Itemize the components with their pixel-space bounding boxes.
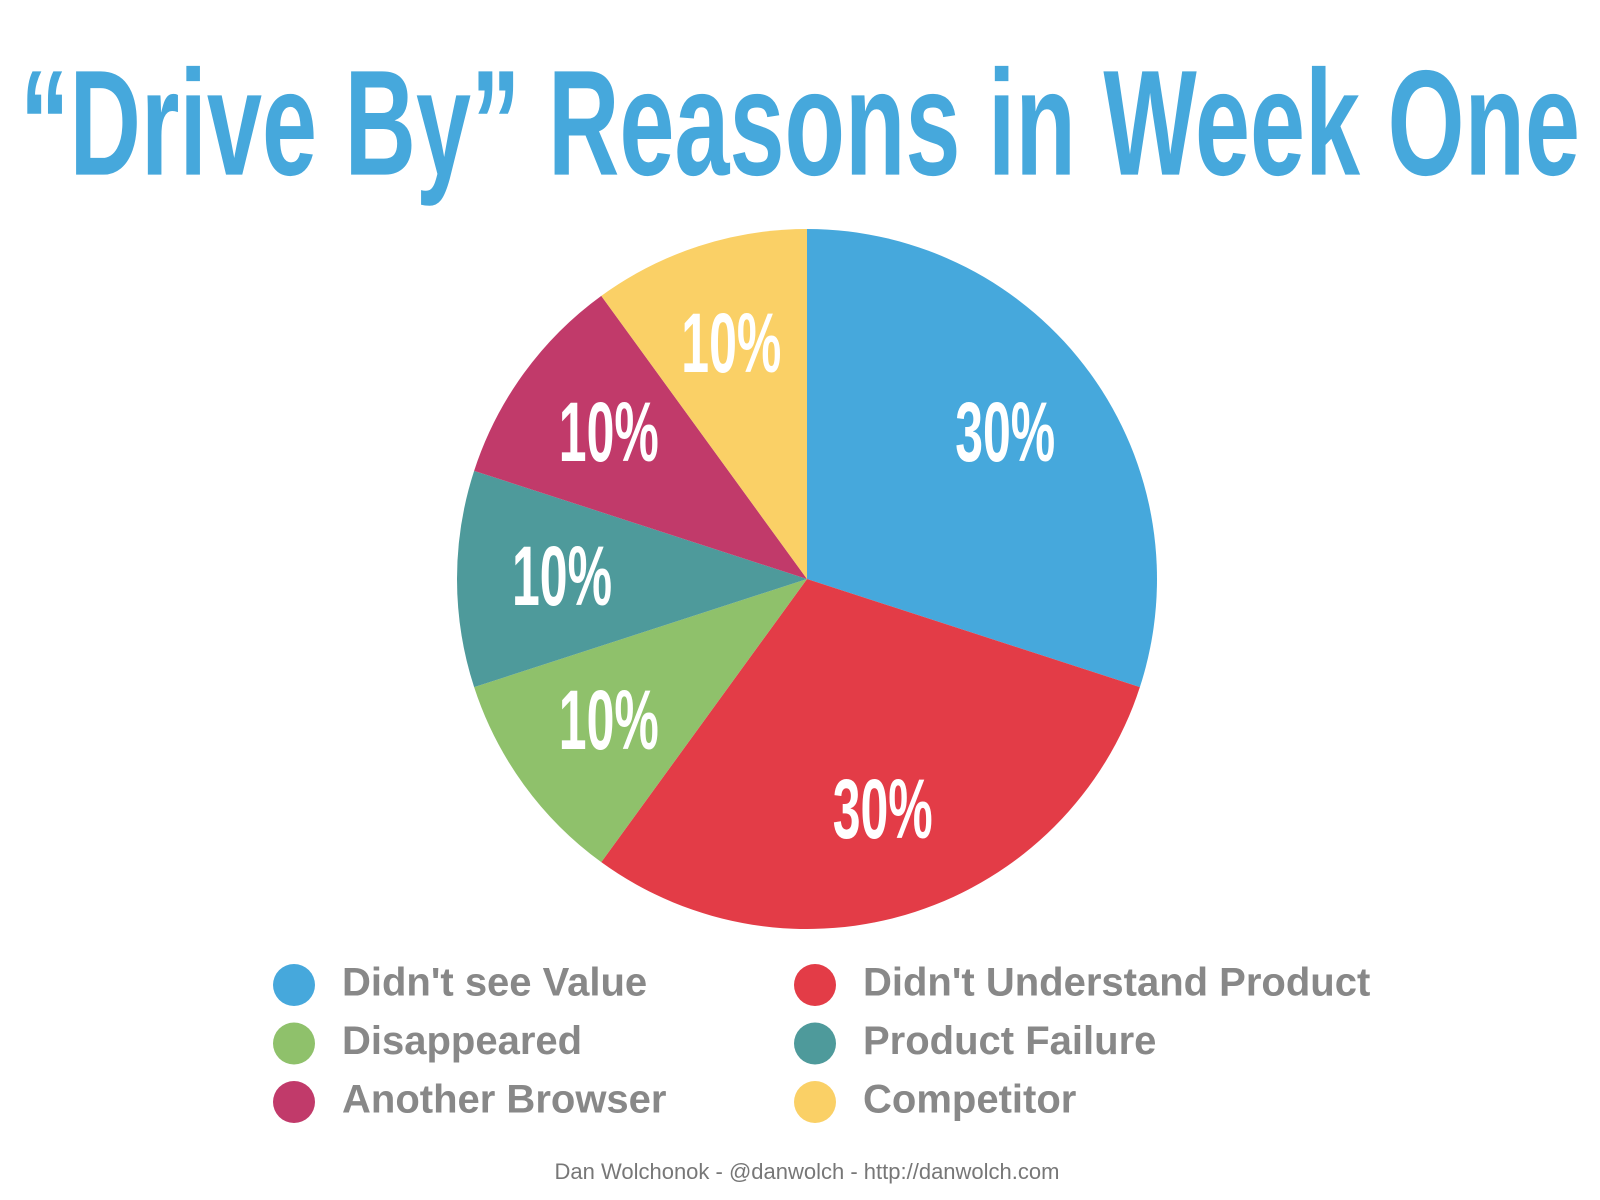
legend-marker <box>794 1081 836 1123</box>
slice-label: 30% <box>833 762 933 856</box>
slice-label: 10% <box>512 529 612 623</box>
slice-label: 10% <box>681 296 781 390</box>
pie-slice <box>457 470 807 688</box>
credit: Dan Wolchonok - @danwolch - http://danwo… <box>555 1159 1060 1184</box>
legend-label: Didn't see Value <box>342 961 647 1005</box>
legend-label: Disappeared <box>342 1019 582 1063</box>
chart-title: “Drive By” Reasons in Week One <box>20 39 1580 207</box>
legend-marker <box>794 964 836 1006</box>
pie-slice <box>601 229 807 579</box>
legend-label: Another Browser <box>342 1078 667 1122</box>
legend-marker <box>273 1022 315 1065</box>
legend-marker <box>273 1081 315 1123</box>
pie-slice <box>601 579 1140 929</box>
slice-label: 30% <box>955 385 1055 479</box>
legend-label: Didn't Understand Product <box>863 961 1370 1005</box>
pie-slice <box>474 579 807 863</box>
pie-slice <box>474 295 807 579</box>
legend-marker <box>273 964 315 1006</box>
legend-marker <box>794 1022 836 1065</box>
slice-label: 10% <box>559 673 659 767</box>
legend-label: Product Failure <box>863 1019 1156 1063</box>
slice-label: 10% <box>559 385 659 479</box>
legend-label: Competitor <box>863 1078 1076 1122</box>
pie-slice <box>807 229 1157 688</box>
